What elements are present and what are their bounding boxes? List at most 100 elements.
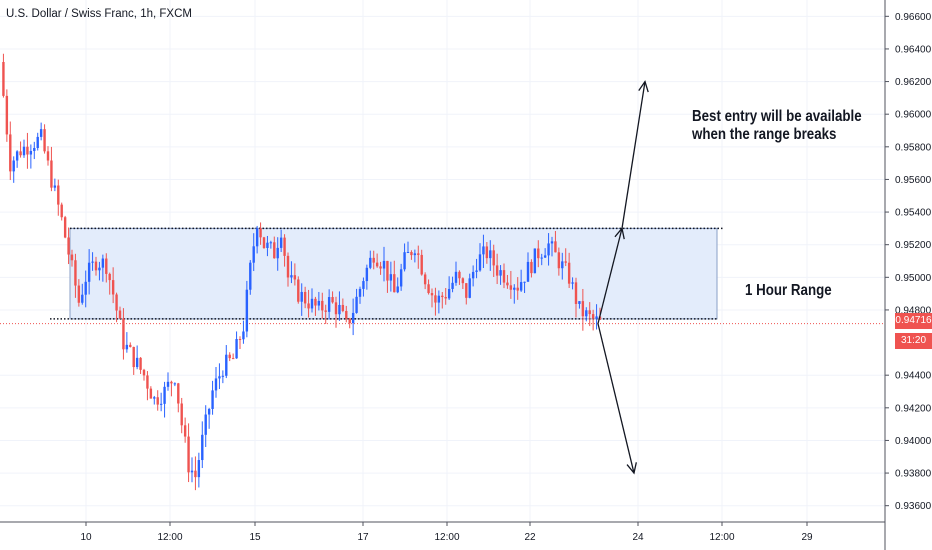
candle-up bbox=[135, 357, 139, 368]
candle-up bbox=[249, 262, 252, 290]
candle-up bbox=[36, 136, 39, 149]
candle-down bbox=[331, 297, 334, 303]
candle-down bbox=[588, 310, 591, 315]
breakout-arrow-down-head bbox=[626, 462, 637, 475]
candle-up bbox=[81, 294, 84, 303]
candle-up bbox=[362, 281, 365, 289]
candle-up bbox=[403, 252, 406, 270]
price-tick-label: 0.93600 bbox=[895, 501, 932, 512]
candle-down bbox=[334, 302, 338, 315]
candle-down bbox=[118, 310, 122, 319]
candle-down bbox=[567, 262, 571, 284]
price-tick-label: 0.95800 bbox=[895, 142, 932, 153]
candle-up bbox=[499, 270, 502, 276]
candle-down bbox=[417, 253, 420, 255]
candle-up bbox=[396, 286, 399, 293]
chart-title: U.S. Dollar / Swiss Franc, 1h, FXCM bbox=[6, 8, 192, 20]
candle-down bbox=[307, 303, 310, 309]
candle-up bbox=[245, 289, 249, 332]
range-label-annotation: 1 Hour Range bbox=[745, 282, 832, 299]
price-tick-label: 0.96400 bbox=[895, 44, 932, 55]
candle-up bbox=[526, 261, 530, 282]
time-tick-label: 17 bbox=[357, 532, 369, 543]
candle-up bbox=[190, 470, 194, 473]
time-tick-label: 12:00 bbox=[434, 532, 459, 543]
candle-down bbox=[502, 270, 506, 283]
candle-up bbox=[53, 185, 57, 188]
candle-up bbox=[29, 150, 33, 155]
candle-down bbox=[50, 160, 53, 188]
candle-up bbox=[22, 146, 26, 156]
breakout-arrow-up-segment1 bbox=[597, 228, 623, 324]
candle-up bbox=[252, 246, 255, 263]
candle-down bbox=[67, 237, 70, 255]
candle-down bbox=[393, 274, 396, 293]
candle-down bbox=[122, 318, 125, 350]
candle-down bbox=[146, 375, 149, 389]
candle-down bbox=[63, 217, 67, 238]
candle-down bbox=[314, 298, 317, 306]
candle-down bbox=[581, 301, 585, 317]
candle-up bbox=[266, 242, 269, 249]
candle-up bbox=[382, 260, 386, 269]
candle-up bbox=[197, 460, 201, 478]
candle-up bbox=[317, 300, 321, 306]
candle-up bbox=[406, 252, 410, 254]
candle-down bbox=[375, 262, 379, 267]
candle-up bbox=[513, 287, 516, 290]
candle-down bbox=[530, 261, 533, 274]
candle-up bbox=[153, 397, 156, 399]
candle-down bbox=[105, 258, 108, 274]
candle-up bbox=[550, 241, 554, 244]
candle-down bbox=[57, 185, 60, 205]
candle-up bbox=[173, 383, 177, 385]
candle-down bbox=[372, 257, 375, 263]
range-box bbox=[69, 227, 718, 320]
candle-up bbox=[389, 274, 393, 281]
candle-down bbox=[262, 237, 266, 249]
candle-down bbox=[495, 265, 499, 276]
candle-up bbox=[561, 261, 564, 269]
candle-up bbox=[454, 271, 458, 283]
price-tick-label: 0.94200 bbox=[895, 403, 932, 414]
candle-up bbox=[571, 282, 574, 284]
candle-up bbox=[39, 129, 43, 137]
candle-down bbox=[465, 283, 468, 298]
candle-up bbox=[413, 253, 417, 256]
candle-up bbox=[399, 269, 403, 287]
candle-down bbox=[177, 383, 180, 404]
candle-down bbox=[321, 300, 324, 311]
candle-down bbox=[557, 252, 561, 269]
candle-down bbox=[430, 293, 434, 296]
time-tick-label: 29 bbox=[801, 532, 813, 543]
candle-down bbox=[142, 369, 146, 376]
candle-down bbox=[297, 279, 300, 302]
candle-up bbox=[482, 246, 485, 255]
candle-up bbox=[269, 242, 273, 244]
candle-up bbox=[355, 296, 358, 313]
candle-down bbox=[108, 273, 111, 281]
candle-up bbox=[451, 282, 454, 289]
price-tick-label: 0.95600 bbox=[895, 175, 932, 186]
price-tick-label: 0.96000 bbox=[895, 110, 932, 121]
candle-up bbox=[125, 344, 129, 350]
candle-up bbox=[33, 148, 36, 151]
candle-down bbox=[111, 280, 115, 295]
candle-up bbox=[578, 301, 581, 304]
candle-up bbox=[351, 312, 355, 324]
candle-up bbox=[87, 262, 91, 282]
candle-up bbox=[211, 390, 214, 409]
candle-down bbox=[434, 295, 437, 303]
candle-down bbox=[19, 151, 22, 156]
price-tick-label: 0.95200 bbox=[895, 240, 932, 251]
candle-up bbox=[279, 237, 283, 248]
candle-down bbox=[516, 287, 519, 291]
candle-up bbox=[225, 354, 228, 376]
price-tick-label: 0.95000 bbox=[895, 273, 932, 284]
candle-down bbox=[286, 255, 290, 278]
candle-up bbox=[235, 339, 238, 359]
candle-down bbox=[345, 310, 348, 319]
candle-down bbox=[9, 134, 12, 172]
candle-up bbox=[242, 331, 245, 340]
